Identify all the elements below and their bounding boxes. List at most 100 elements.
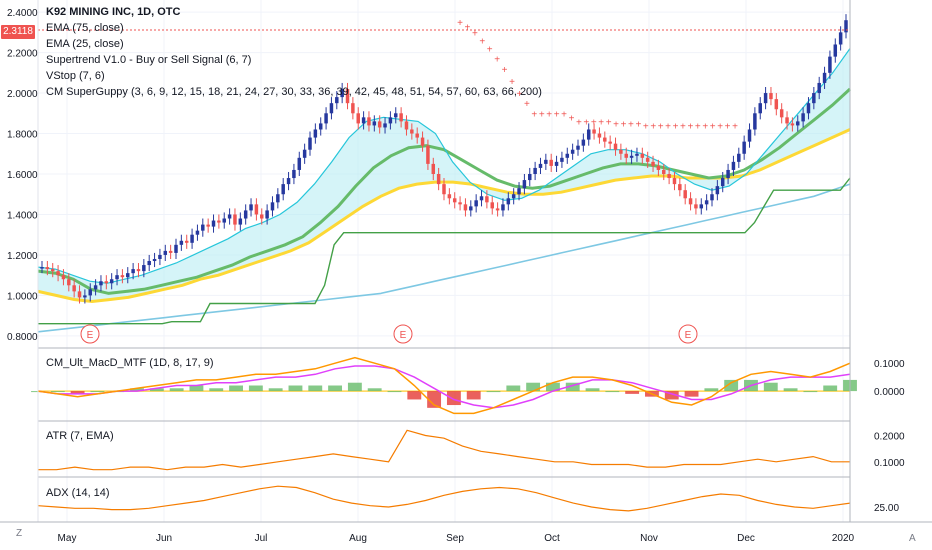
candle-body	[763, 93, 768, 104]
timezone-icon[interactable]: Z	[16, 528, 23, 539]
macd-histogram-bar	[704, 388, 719, 392]
candle-body	[629, 155, 634, 158]
candle-body	[742, 141, 746, 154]
candle-body	[404, 121, 409, 130]
supertrend-sell-marker: +	[487, 45, 493, 56]
guppy-fast-line	[37, 48, 851, 284]
supertrend-sell-marker: +	[554, 109, 560, 120]
macd-histogram-bar	[724, 379, 739, 392]
macd-tick-label: 0.0000	[874, 387, 905, 398]
candle-body	[388, 117, 393, 124]
candle-body	[302, 149, 307, 158]
supertrend-sell-marker: +	[621, 119, 627, 130]
supertrend-sell-marker: +	[457, 18, 463, 29]
atr-pane[interactable]	[38, 429, 850, 471]
indicator-ema25[interactable]: EMA (25, close)	[46, 38, 124, 50]
atr-pane-label[interactable]: ATR (7, EMA)	[46, 430, 114, 442]
candle-body	[136, 269, 141, 272]
macd-pane[interactable]	[31, 356, 857, 415]
last-price-tag: 2.3118	[1, 25, 35, 39]
candle-body	[131, 269, 135, 274]
macd-histogram-bar	[783, 388, 798, 392]
candle-body	[672, 178, 677, 185]
adx-pane[interactable]	[37, 485, 851, 512]
candle-body	[227, 214, 232, 219]
candle-body	[452, 198, 457, 203]
macd-histogram-bar	[130, 388, 144, 392]
candle-body	[726, 169, 730, 179]
candle-body	[88, 289, 92, 296]
candle-body	[50, 269, 55, 272]
time-tick-label: Aug	[349, 533, 367, 544]
macd-tick-label: 0.1000	[874, 359, 905, 370]
candle-body	[394, 113, 398, 118]
candle-body	[506, 198, 511, 205]
candle-body	[243, 210, 248, 219]
macd-histogram-bar	[90, 391, 105, 393]
symbol-title[interactable]: K92 MINING INC, 1D, OTC	[46, 6, 181, 18]
candle-body	[720, 178, 725, 187]
candle-body	[195, 230, 200, 235]
price-legend: K92 MINING INC, 1D, OTC EMA (75, close) …	[46, 4, 542, 100]
candle-body	[184, 240, 189, 243]
macd-histogram-bar	[367, 388, 382, 392]
candle-body	[688, 198, 693, 205]
price-pane[interactable]: + ++++++++++ + + + + + + + + + + + + + + + + + + + + + + + + + + +E E…	[37, 14, 852, 344]
adx-pane-label[interactable]: ADX (14, 14)	[46, 487, 110, 499]
time-tick-label: Oct	[544, 533, 560, 544]
candle-body	[560, 157, 564, 162]
candle-body	[270, 202, 275, 211]
macd-histogram-bar	[248, 385, 263, 392]
candle-body	[544, 159, 548, 164]
macd-histogram-bar	[288, 385, 303, 392]
candle-body	[345, 89, 350, 104]
candle-body	[715, 186, 720, 195]
macd-histogram-bar	[763, 382, 778, 392]
price-tick-label: 2.2000	[7, 49, 38, 60]
auto-scale-button[interactable]: A	[909, 533, 916, 544]
candle-body	[45, 267, 50, 270]
macd-histogram-bar	[526, 382, 541, 392]
candle-body	[233, 214, 237, 225]
candle-body	[420, 137, 425, 146]
candle-body	[817, 82, 821, 94]
candle-body	[211, 220, 216, 227]
macd-pane-label[interactable]: CM_Ult_MacD_MTF (1D, 8, 17, 9)	[46, 357, 214, 369]
candle-body	[335, 97, 339, 104]
supertrend-sell-marker: +	[569, 113, 575, 124]
indicator-superguppy[interactable]: CM SuperGuppy (3, 6, 9, 12, 15, 18, 21, …	[46, 86, 542, 98]
candle-body	[662, 169, 666, 174]
indicator-vstop[interactable]: VStop (7, 6)	[46, 70, 105, 82]
candle-body	[469, 206, 473, 211]
macd-histogram-bar	[268, 388, 283, 392]
candle-body	[790, 123, 795, 126]
candle-body	[383, 123, 387, 128]
supertrend-sell-marker: +	[650, 121, 656, 132]
candle-body	[163, 250, 168, 255]
supertrend-sell-marker: +	[546, 109, 552, 120]
atr-tick-label: 0.2000	[874, 432, 905, 443]
macd-histogram-bar	[407, 391, 422, 400]
candle-body	[699, 204, 704, 209]
supertrend-sell-marker: +	[732, 121, 738, 132]
candle-body	[838, 32, 843, 45]
candle-body	[458, 202, 462, 205]
supertrend-sell-marker: +	[583, 117, 589, 128]
macd-histogram-bar	[328, 385, 343, 392]
candle-body	[581, 139, 586, 146]
indicator-ema75[interactable]: EMA (75, close)	[46, 22, 124, 34]
candle-body	[265, 210, 269, 219]
candle-body	[99, 281, 103, 286]
indicator-supertrend[interactable]: Supertrend V1.0 - Buy or Sell Signal (6,…	[46, 54, 252, 66]
candle-body	[656, 165, 661, 170]
supertrend-sell-marker: +	[725, 121, 731, 132]
price-tick-label: 1.8000	[7, 130, 38, 141]
candle-body	[608, 141, 612, 144]
candle-body	[528, 174, 532, 181]
guppy-ribbon	[38, 48, 850, 302]
candle-body	[565, 153, 570, 158]
candle-body	[329, 103, 334, 114]
candle-body	[56, 271, 60, 276]
candle-body	[549, 159, 553, 166]
price-tick-label: 1.6000	[7, 170, 38, 181]
